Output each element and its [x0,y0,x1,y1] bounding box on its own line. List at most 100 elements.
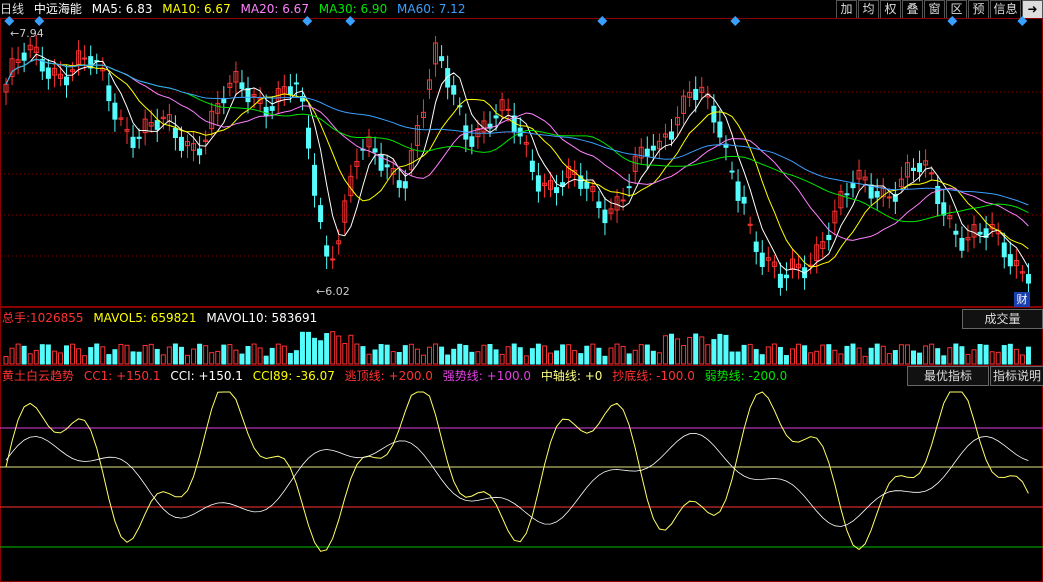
candle-body [886,196,892,199]
candle-body [941,202,947,216]
ma-line [5,53,1029,274]
candle-body [33,46,39,53]
candle-body [602,209,608,224]
candle-body [433,42,439,65]
best-indicator-button[interactable]: 最优指标 [907,366,989,386]
tool-forecast[interactable]: 预 [968,0,989,19]
volume-bar [554,350,560,365]
candle-body [82,57,88,60]
candle-body [100,68,106,72]
volume-bar [324,333,330,365]
volume-bar [632,349,638,365]
volume-bar [360,346,366,365]
tool-range[interactable]: 区 [946,0,967,19]
candle-body [70,69,76,73]
candle-body [656,140,662,150]
volume-bar [523,355,529,365]
candle-body [439,56,445,62]
candle-body [626,186,632,189]
volume-bar [94,343,100,365]
candle-body [929,172,935,175]
candle-body [947,215,953,220]
volume-bar [911,350,916,365]
volume-bar [106,354,112,365]
volume-bar [626,353,632,365]
volume-bar [535,343,541,365]
candle-body [777,273,783,288]
candle-body [596,201,602,209]
volume-bar [269,347,275,365]
volume-bar [439,346,445,365]
candle-body [505,108,511,111]
volume-bar [51,350,57,365]
event-markers[interactable] [4,16,1028,26]
volume-bar [57,352,63,365]
volume-bar [995,351,1001,365]
volume-bar [172,343,178,365]
total-volume-label: 总手: [2,311,31,325]
candle-body [904,162,910,178]
period-label[interactable]: 日线 [0,2,25,16]
volume-bar [941,355,947,365]
candle-body [729,170,735,173]
volume-bar [856,347,862,365]
volume-bar [741,344,747,365]
volume-bar [354,343,360,365]
volume-bar [160,354,166,365]
candle-body [287,86,293,95]
candle-body [765,257,771,261]
candle-body [251,93,257,97]
candle-body [838,191,844,209]
candle-body [384,164,390,168]
volume-bar [378,344,384,365]
tool-overlay[interactable]: 叠 [902,0,923,19]
candle-body [699,86,705,93]
candle-body [148,122,154,127]
volume-bar [384,344,390,365]
candle-body [324,245,330,257]
candle-body [638,146,644,159]
candle-body [844,193,850,196]
volume-bar [493,349,499,365]
candle-body [269,106,275,111]
volume-bar [233,349,239,365]
volume-bar [850,343,856,365]
candle-body [880,187,886,198]
event-diamond-icon [34,16,45,26]
candle-body [233,71,239,83]
volume-bar [475,351,481,365]
volume-bar [892,350,898,365]
ma-line [5,58,1029,241]
event-diamond-icon [947,16,958,26]
event-diamond-icon [730,16,741,26]
volume-bar [3,356,9,365]
candle-body [959,237,965,251]
volume-bar [481,344,487,365]
tool-rights[interactable]: 权 [880,0,901,19]
candle-body [892,193,898,202]
tool-window[interactable]: 窗 [924,0,945,19]
indicator-help-button[interactable]: 指标说明 [990,366,1043,386]
volume-bar [100,346,106,365]
volume-button[interactable]: 成交量 [962,309,1043,329]
candle-body [693,88,699,100]
weak-line-label: 弱势线: -200.0 [704,369,788,383]
candle-body [747,223,753,226]
candle-body [971,224,977,238]
bottom-line-label: 抄底线: -100.0 [612,369,695,383]
candle-body [227,82,233,88]
tool-add[interactable]: 加 [836,0,857,19]
candle-body [977,231,983,235]
candle-body [965,237,971,241]
volume-bar [457,343,463,365]
candle-body [917,163,923,173]
candle-body [759,252,765,267]
volume-bar [771,343,777,365]
volume-bar [923,345,929,365]
finance-button[interactable]: 财 [1014,292,1030,307]
volume-bar [783,355,789,365]
volume-bar [306,331,311,365]
volume-bar [566,344,572,365]
candle-body [584,181,590,189]
total-volume-value: 1026855 [30,311,84,325]
